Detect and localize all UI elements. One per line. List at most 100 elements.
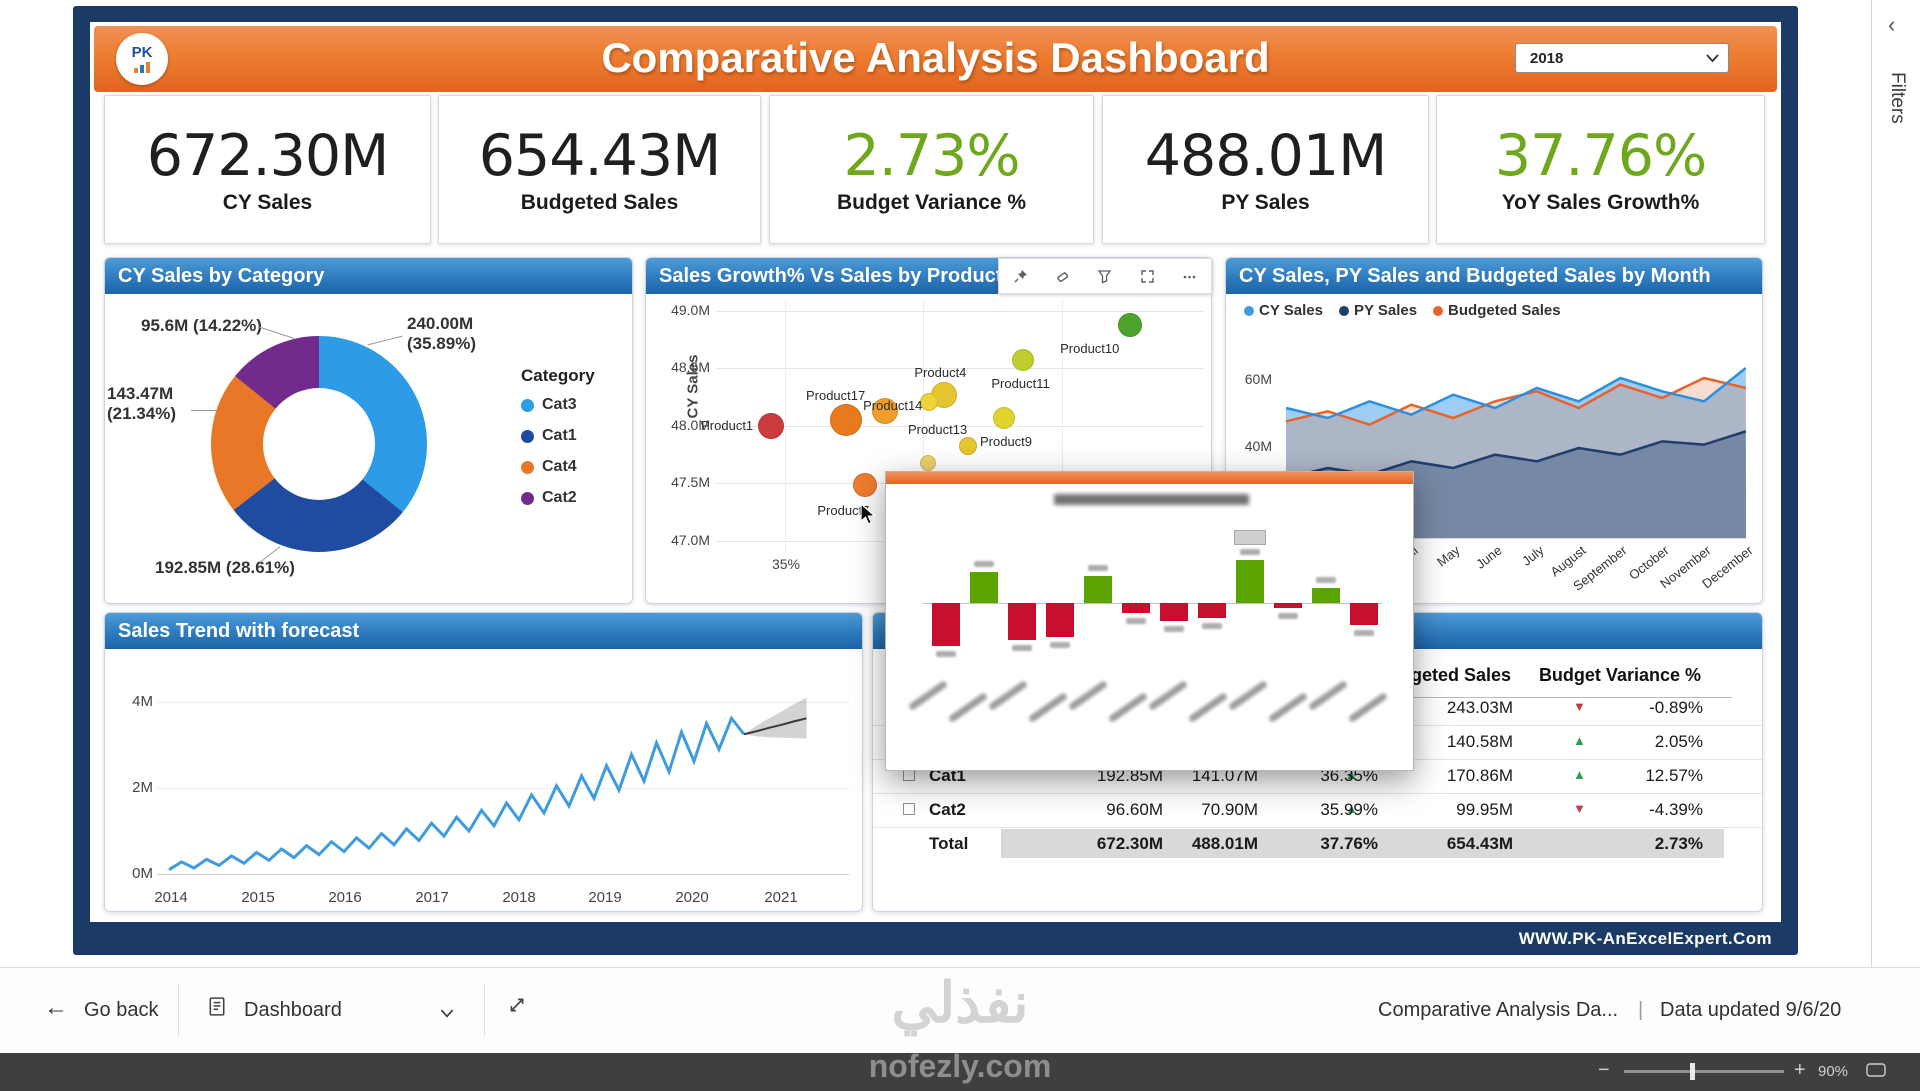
eraser-icon[interactable] bbox=[1049, 263, 1077, 289]
blurred-value-label bbox=[1088, 564, 1108, 571]
blurred-axis-label bbox=[1347, 692, 1389, 723]
logo-bar bbox=[146, 62, 150, 73]
budget-variance-cell: -0.89% bbox=[1649, 698, 1703, 717]
kpi-card-cy-sales[interactable]: 672.30M CY Sales bbox=[104, 95, 431, 244]
legend-item[interactable]: PY Sales bbox=[1338, 302, 1417, 319]
blurred-value-label bbox=[1126, 617, 1146, 624]
kpi-card-budgeted-sales[interactable]: 654.43M Budgeted Sales bbox=[438, 95, 761, 244]
y-tick: 60M bbox=[1244, 371, 1272, 387]
legend-item[interactable]: Budgeted Sales bbox=[1433, 302, 1561, 319]
table-row[interactable]: Cat2 96.60M 70.90M ▲ 35.99% 99.95M ▼ -4.39% bbox=[873, 793, 1764, 828]
scatter-bubble[interactable] bbox=[829, 404, 862, 437]
py-sales-cell: 70.90M bbox=[1201, 800, 1258, 819]
donut-legend-items: Cat3 Cat1 Cat4 Cat2 bbox=[521, 396, 577, 520]
legend-swatch bbox=[521, 491, 534, 505]
trend-arrow-down: ▼ bbox=[1573, 801, 1586, 816]
pin-visual-icon[interactable] bbox=[1006, 263, 1034, 289]
legend-label: Cat2 bbox=[542, 489, 577, 506]
legend-item[interactable]: Cat1 bbox=[521, 427, 577, 445]
scatter-bubble[interactable] bbox=[1118, 312, 1143, 337]
donut-label-cat2: 95.6M (14.22%) bbox=[141, 316, 262, 336]
page-title: Comparative Analysis Dashboard bbox=[601, 34, 1270, 81]
scatter-bubble[interactable] bbox=[758, 413, 785, 439]
filters-panel-title[interactable]: Filters bbox=[1887, 72, 1908, 124]
y-tick: 0M bbox=[132, 865, 153, 882]
donut-label-value: 192.85M bbox=[155, 558, 222, 577]
go-back-button[interactable]: Go back bbox=[84, 999, 159, 1021]
budgeted-sales-cell: 99.95M bbox=[1456, 800, 1513, 819]
divider bbox=[484, 984, 485, 1036]
legend-item[interactable]: Cat4 bbox=[521, 458, 577, 476]
kpi-card-budget-variance[interactable]: 2.73% Budget Variance % bbox=[769, 95, 1094, 244]
browser-footer-strip: − + 90% bbox=[0, 1053, 1920, 1091]
column-header[interactable]: Budget Variance % bbox=[1538, 665, 1701, 685]
zoom-percent: 90% bbox=[1818, 1063, 1849, 1080]
scatter-bubble[interactable] bbox=[992, 406, 1015, 429]
scatter-point-label: Product7 bbox=[817, 502, 870, 518]
legend-item[interactable]: Cat3 bbox=[521, 396, 577, 414]
kpi-label: PY Sales bbox=[1221, 190, 1310, 214]
fit-to-page-icon[interactable] bbox=[508, 996, 526, 1019]
kpi-card-yoy-growth[interactable]: 37.76% YoY Sales Growth% bbox=[1436, 95, 1765, 244]
back-arrow-icon[interactable]: ← bbox=[44, 994, 68, 1021]
yoy-growth-cell: 37.76% bbox=[1320, 834, 1378, 853]
legend-swatch bbox=[521, 398, 534, 412]
report-title: Comparative Analysis Da... bbox=[1378, 999, 1619, 1021]
budgeted-sales-cell: 243.03M bbox=[1446, 698, 1513, 717]
trend-chart-tile: Sales Trend with forecast 4M 2M 0M 2014 … bbox=[104, 612, 863, 912]
x-tick: 2019 bbox=[588, 889, 622, 906]
collapse-filters-icon[interactable]: ‹ bbox=[1888, 12, 1896, 37]
x-tick: 2014 bbox=[154, 889, 188, 906]
scatter-bubble[interactable] bbox=[853, 472, 878, 497]
zoom-out-button[interactable]: − bbox=[1598, 1059, 1610, 1081]
blurred-value-label bbox=[1012, 644, 1032, 651]
variance-bar bbox=[932, 603, 960, 647]
forecast-line bbox=[743, 717, 807, 736]
page-selector[interactable]: Dashboard bbox=[244, 999, 342, 1021]
scatter-bubble[interactable] bbox=[920, 392, 939, 411]
label-leader-line bbox=[257, 326, 295, 339]
scatter-bubble[interactable] bbox=[871, 398, 898, 425]
x-tick: 2015 bbox=[241, 889, 275, 906]
blurred-value-label bbox=[974, 561, 994, 568]
zoom-in-button[interactable]: + bbox=[1794, 1059, 1806, 1081]
budgeted-sales-cell: 654.43M bbox=[1446, 834, 1513, 853]
trend-plot[interactable] bbox=[145, 679, 865, 889]
legend-swatch bbox=[1433, 305, 1444, 316]
donut-ring[interactable] bbox=[211, 336, 427, 552]
filter-icon[interactable] bbox=[1091, 263, 1119, 289]
blurred-value-label bbox=[1240, 548, 1260, 555]
chevron-down-icon[interactable] bbox=[440, 1005, 454, 1023]
comment-icon[interactable] bbox=[1866, 1063, 1886, 1084]
blurred-axis-label bbox=[1027, 692, 1069, 723]
scatter-bubble[interactable] bbox=[919, 454, 936, 471]
row-checkbox[interactable] bbox=[903, 803, 915, 815]
kpi-card-py-sales[interactable]: 488.01M PY Sales bbox=[1102, 95, 1429, 244]
year-dropdown[interactable]: 2018 bbox=[1515, 43, 1729, 73]
table-row[interactable]: Total 672.30M 488.01M 37.76% 654.43M 2.73% bbox=[873, 827, 1764, 861]
scatter-bubble[interactable] bbox=[958, 436, 977, 455]
cy-sales-cell: 96.60M bbox=[1106, 800, 1163, 819]
x-tick: 2020 bbox=[675, 889, 709, 906]
zoom-slider-handle[interactable] bbox=[1690, 1063, 1695, 1080]
scatter-bubble[interactable] bbox=[1012, 349, 1035, 372]
blurred-axis-label bbox=[947, 692, 989, 723]
zoom-slider-track[interactable] bbox=[1624, 1070, 1784, 1073]
y-tick: 47.5M bbox=[671, 474, 710, 490]
footer-link[interactable]: WWW.PK-AnExcelExpert.Com bbox=[1518, 929, 1772, 948]
series-shape bbox=[1285, 367, 1747, 420]
legend-item[interactable]: CY Sales bbox=[1244, 302, 1323, 319]
focus-mode-icon[interactable] bbox=[1133, 263, 1161, 289]
row-category-label: Cat2 bbox=[929, 800, 966, 819]
legend-item[interactable]: Cat2 bbox=[521, 489, 577, 507]
more-options-icon[interactable] bbox=[1176, 263, 1204, 289]
legend-label: Budgeted Sales bbox=[1448, 302, 1561, 319]
budgeted-sales-cell: 140.58M bbox=[1446, 732, 1513, 751]
gridline bbox=[157, 874, 849, 875]
dashboard-header: PK Comparative Analysis Dashboard 2018 bbox=[94, 26, 1777, 92]
kpi-label: Budget Variance % bbox=[836, 190, 1027, 214]
donut-label-value: 143.47M bbox=[107, 384, 174, 403]
donut-label-cat4: 143.47M (21.34%) bbox=[107, 384, 176, 424]
series-shape bbox=[1285, 376, 1747, 427]
logo-chart-icon bbox=[134, 62, 150, 73]
